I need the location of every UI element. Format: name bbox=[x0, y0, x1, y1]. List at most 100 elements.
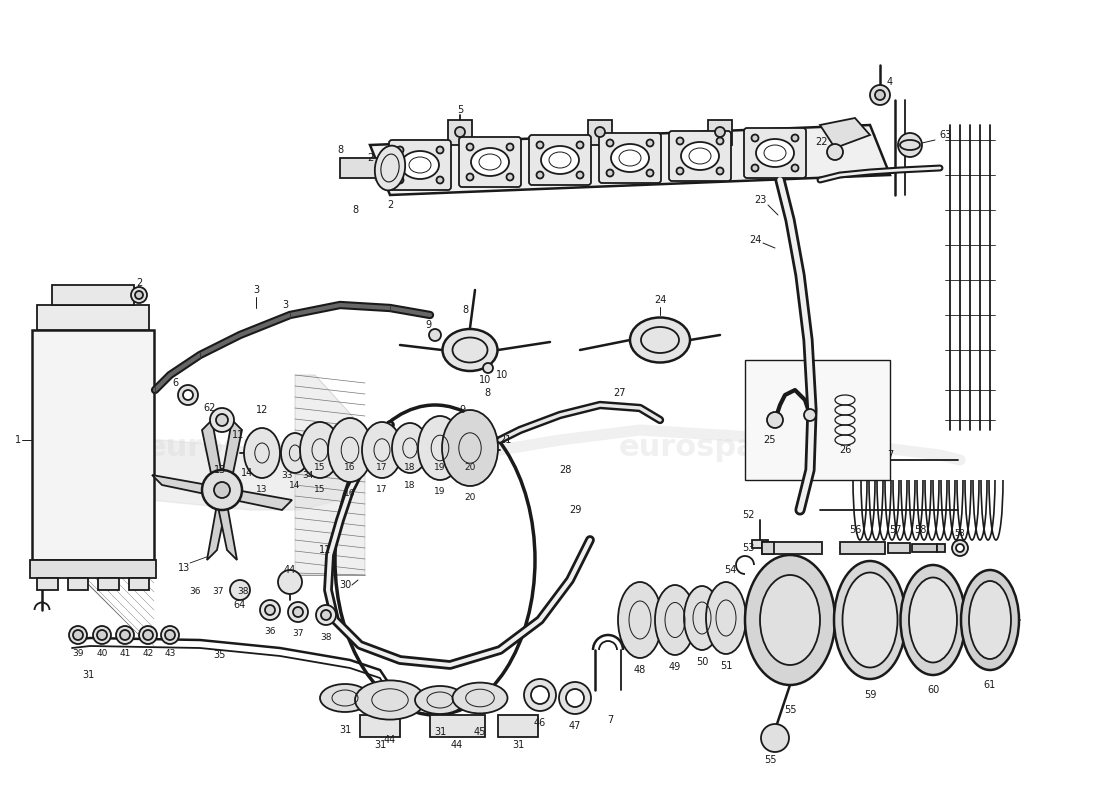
Text: 31: 31 bbox=[339, 725, 351, 735]
Ellipse shape bbox=[745, 555, 835, 685]
Circle shape bbox=[293, 607, 303, 617]
Circle shape bbox=[321, 610, 331, 620]
FancyBboxPatch shape bbox=[669, 131, 732, 181]
Ellipse shape bbox=[355, 680, 425, 720]
Ellipse shape bbox=[418, 416, 462, 480]
Circle shape bbox=[120, 630, 130, 640]
Text: 16: 16 bbox=[344, 490, 355, 498]
Bar bbox=[708, 120, 732, 145]
Text: eurospares: eurospares bbox=[618, 434, 812, 462]
Circle shape bbox=[606, 139, 614, 146]
Circle shape bbox=[466, 174, 473, 181]
Text: 37: 37 bbox=[212, 587, 223, 597]
Bar bbox=[98, 578, 119, 590]
Text: 5: 5 bbox=[456, 105, 463, 115]
Bar bbox=[588, 120, 612, 145]
Text: 26: 26 bbox=[839, 445, 851, 455]
Text: 54: 54 bbox=[724, 565, 736, 575]
Circle shape bbox=[178, 385, 198, 405]
Text: 31: 31 bbox=[512, 740, 524, 750]
Circle shape bbox=[898, 133, 922, 157]
Text: 61: 61 bbox=[983, 680, 997, 690]
Circle shape bbox=[94, 626, 111, 644]
Ellipse shape bbox=[362, 422, 402, 478]
Text: 64: 64 bbox=[234, 600, 246, 610]
Circle shape bbox=[265, 605, 275, 615]
Text: 10: 10 bbox=[478, 375, 491, 385]
Text: 56: 56 bbox=[849, 525, 861, 535]
Circle shape bbox=[483, 363, 493, 373]
Circle shape bbox=[466, 143, 473, 150]
Text: 2: 2 bbox=[367, 153, 373, 163]
Polygon shape bbox=[207, 420, 242, 560]
Circle shape bbox=[396, 177, 404, 183]
Circle shape bbox=[143, 630, 153, 640]
Text: 3: 3 bbox=[253, 285, 260, 295]
Circle shape bbox=[676, 167, 683, 174]
Text: 14: 14 bbox=[241, 468, 253, 478]
Ellipse shape bbox=[328, 418, 372, 482]
Bar bbox=[30, 560, 156, 578]
Bar bbox=[937, 544, 945, 552]
Circle shape bbox=[956, 544, 964, 552]
Circle shape bbox=[921, 608, 945, 632]
Bar bbox=[32, 330, 154, 560]
Text: 38: 38 bbox=[320, 633, 332, 642]
Circle shape bbox=[804, 409, 816, 421]
Ellipse shape bbox=[610, 144, 649, 172]
Ellipse shape bbox=[681, 142, 719, 170]
Bar bbox=[448, 120, 472, 145]
Ellipse shape bbox=[280, 433, 309, 473]
Text: 13: 13 bbox=[178, 563, 190, 573]
Text: 36: 36 bbox=[189, 587, 200, 597]
Bar bbox=[67, 578, 88, 590]
Ellipse shape bbox=[320, 684, 370, 712]
Text: 24: 24 bbox=[653, 295, 667, 305]
Circle shape bbox=[69, 626, 87, 644]
Circle shape bbox=[116, 626, 134, 644]
Circle shape bbox=[524, 679, 556, 711]
Bar bbox=[129, 578, 149, 590]
Text: 40: 40 bbox=[97, 649, 108, 658]
Bar bbox=[840, 542, 886, 554]
Bar bbox=[340, 158, 385, 178]
Bar bbox=[37, 305, 148, 330]
Circle shape bbox=[278, 570, 303, 594]
Circle shape bbox=[131, 287, 147, 303]
FancyBboxPatch shape bbox=[600, 133, 661, 183]
Circle shape bbox=[566, 689, 584, 707]
Text: 62: 62 bbox=[204, 403, 217, 413]
Circle shape bbox=[288, 602, 308, 622]
Text: 20: 20 bbox=[464, 494, 475, 502]
Text: 33: 33 bbox=[282, 470, 293, 479]
Circle shape bbox=[506, 174, 514, 181]
Text: 34: 34 bbox=[302, 470, 313, 479]
Ellipse shape bbox=[909, 578, 957, 662]
Ellipse shape bbox=[541, 146, 579, 174]
Text: 18: 18 bbox=[405, 463, 416, 473]
Polygon shape bbox=[370, 125, 890, 195]
Polygon shape bbox=[152, 475, 292, 510]
Ellipse shape bbox=[471, 148, 509, 176]
Circle shape bbox=[767, 412, 783, 428]
Circle shape bbox=[537, 171, 543, 178]
Text: 17: 17 bbox=[376, 486, 387, 494]
Text: 48: 48 bbox=[634, 665, 646, 675]
Text: 58: 58 bbox=[914, 525, 926, 535]
Text: 44: 44 bbox=[284, 565, 296, 575]
Ellipse shape bbox=[706, 582, 746, 654]
Ellipse shape bbox=[375, 146, 405, 190]
Circle shape bbox=[139, 626, 157, 644]
Circle shape bbox=[316, 605, 336, 625]
Text: 22: 22 bbox=[816, 137, 828, 147]
Polygon shape bbox=[295, 375, 365, 575]
Text: 36: 36 bbox=[264, 627, 276, 637]
Ellipse shape bbox=[442, 329, 497, 371]
Text: 58: 58 bbox=[955, 529, 966, 538]
Circle shape bbox=[647, 170, 653, 177]
FancyBboxPatch shape bbox=[744, 128, 806, 178]
Bar bbox=[745, 360, 890, 480]
Circle shape bbox=[216, 414, 228, 426]
Ellipse shape bbox=[630, 318, 690, 362]
Text: 55: 55 bbox=[763, 755, 777, 765]
